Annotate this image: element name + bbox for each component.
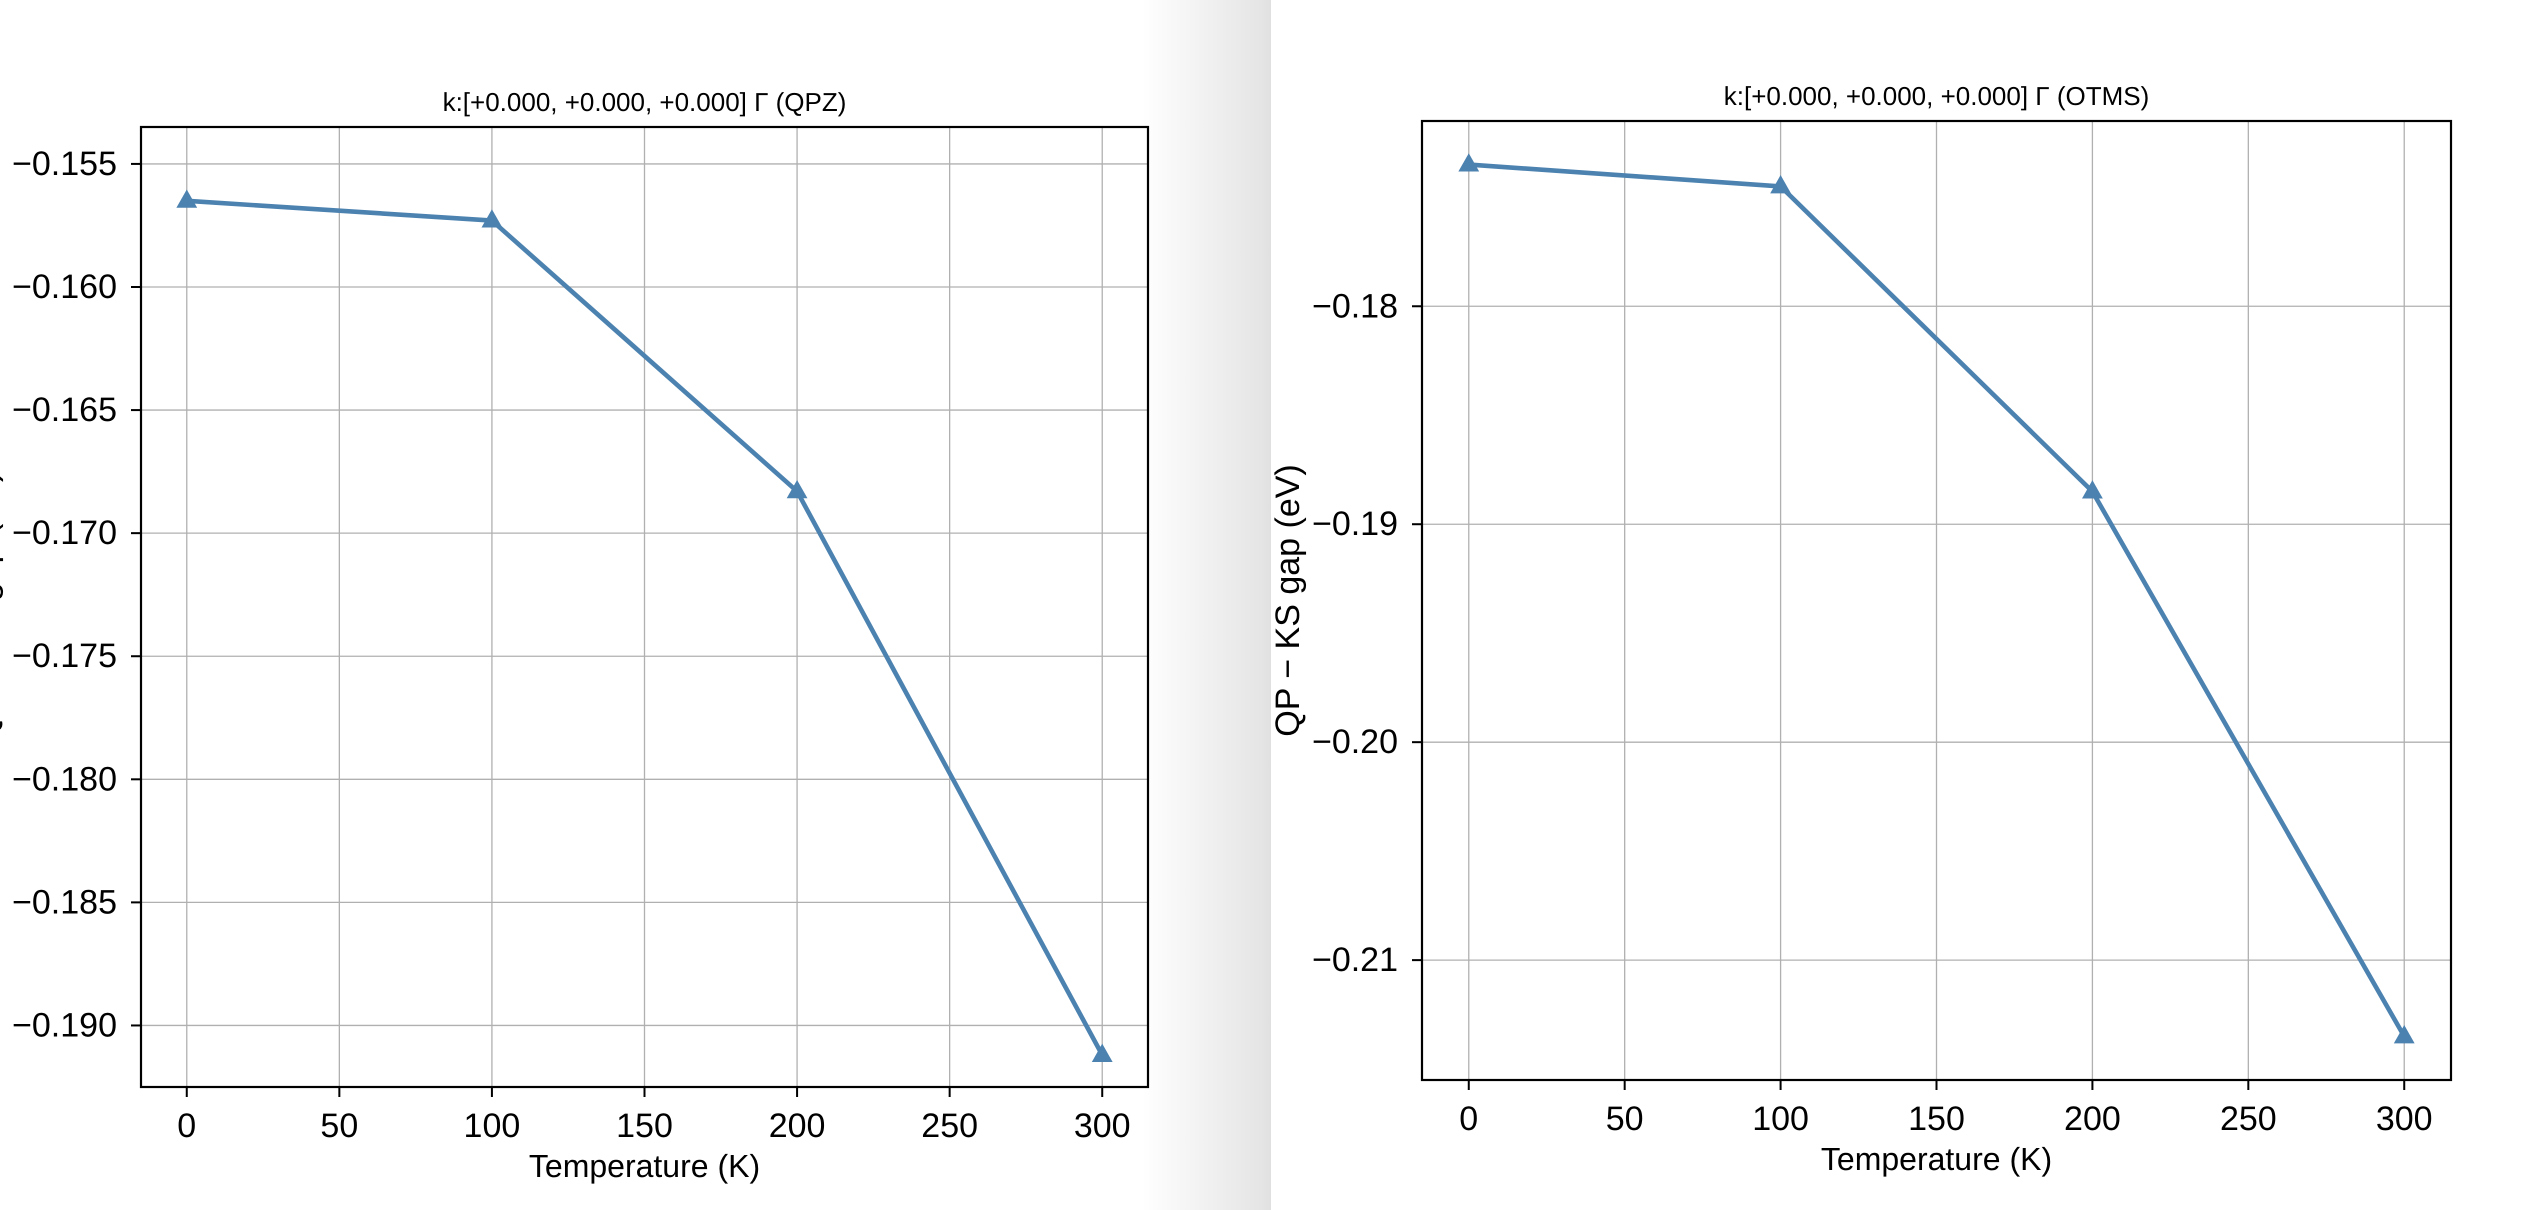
- svg-text:200: 200: [769, 1107, 826, 1145]
- svg-text:150: 150: [616, 1107, 673, 1145]
- svg-text:0: 0: [177, 1107, 196, 1145]
- svg-text:Temperature (K): Temperature (K): [1821, 1141, 2052, 1177]
- svg-text:k:[+0.000, +0.000, +0.000] Γ (: k:[+0.000, +0.000, +0.000] Γ (QPZ): [443, 87, 847, 117]
- svg-text:150: 150: [1908, 1100, 1965, 1138]
- svg-text:−0.19: −0.19: [1312, 505, 1398, 543]
- svg-text:−0.185: −0.185: [12, 883, 117, 921]
- svg-text:−0.175: −0.175: [12, 637, 117, 675]
- svg-text:50: 50: [320, 1107, 358, 1145]
- svg-text:−0.165: −0.165: [12, 391, 117, 429]
- svg-text:Temperature (K): Temperature (K): [529, 1148, 760, 1184]
- svg-text:−0.180: −0.180: [12, 760, 117, 798]
- svg-text:200: 200: [2064, 1100, 2121, 1138]
- svg-text:250: 250: [2220, 1100, 2277, 1138]
- svg-text:−0.18: −0.18: [1312, 287, 1398, 325]
- svg-text:−0.21: −0.21: [1312, 941, 1398, 979]
- svg-text:−0.170: −0.170: [12, 514, 117, 552]
- svg-text:100: 100: [1752, 1100, 1809, 1138]
- svg-text:300: 300: [2376, 1100, 2433, 1138]
- svg-text:QP − KS gap (eV): QP − KS gap (eV): [1271, 464, 1307, 736]
- svg-text:50: 50: [1606, 1100, 1644, 1138]
- svg-text:−0.190: −0.190: [12, 1006, 117, 1044]
- svg-text:0: 0: [1459, 1100, 1478, 1138]
- svg-text:−0.160: −0.160: [12, 268, 117, 306]
- svg-text:−0.20: −0.20: [1312, 723, 1398, 761]
- svg-text:k:[+0.000, +0.000, +0.000] Γ (: k:[+0.000, +0.000, +0.000] Γ (OTMS): [1724, 81, 2150, 111]
- svg-text:250: 250: [921, 1107, 978, 1145]
- svg-text:QP − KS gap (eV): QP − KS gap (eV): [0, 471, 4, 743]
- svg-text:300: 300: [1074, 1107, 1131, 1145]
- svg-text:−0.155: −0.155: [12, 145, 117, 183]
- svg-text:100: 100: [464, 1107, 521, 1145]
